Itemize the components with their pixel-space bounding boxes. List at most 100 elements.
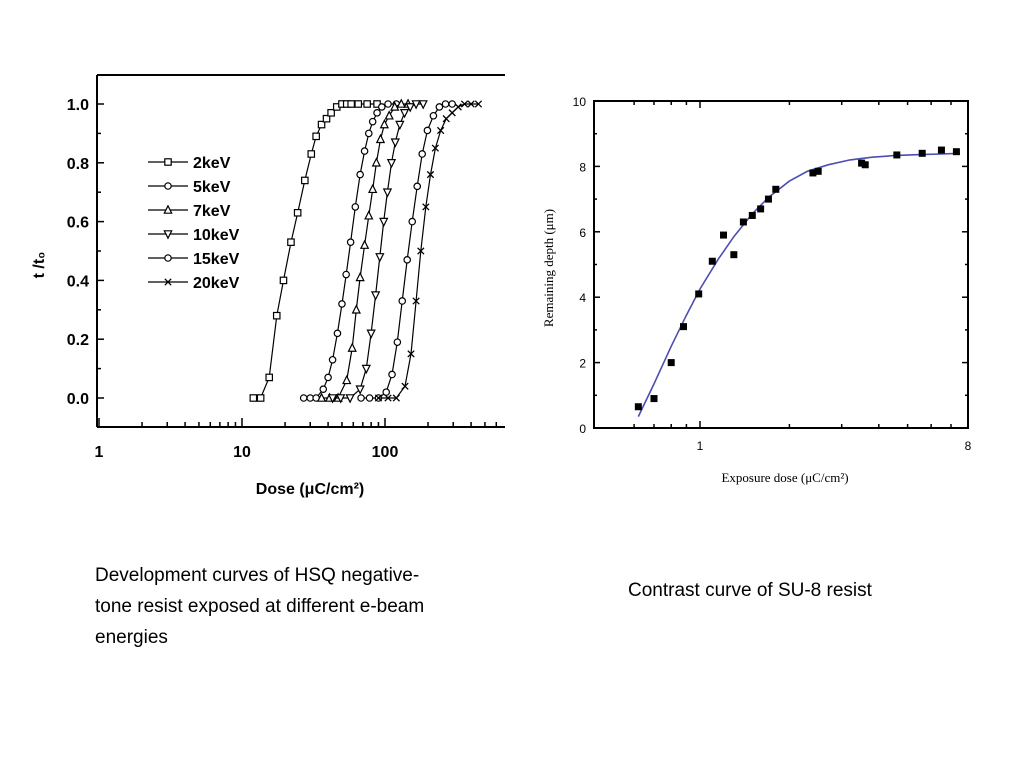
- left-y-tick-label: 1.0: [67, 97, 89, 114]
- data-point-20keV: [401, 382, 409, 390]
- data-point-10keV: [336, 394, 346, 404]
- series-2keV: [249, 100, 381, 402]
- data-point: [708, 257, 716, 265]
- data-point-15keV: [357, 394, 365, 402]
- right-plot-frame: [593, 100, 969, 429]
- data-point-7keV: [396, 98, 406, 108]
- data-point-5keV: [356, 170, 364, 179]
- right-y-tick-label: 10: [573, 95, 587, 109]
- right-y-axis-title: Remaining depth (μm): [541, 209, 556, 327]
- legend-entry-20keV: 20keV: [148, 275, 240, 292]
- data-point-7keV: [364, 210, 374, 220]
- legend-entry-15keV: 15keV: [148, 251, 240, 268]
- data-point: [680, 323, 688, 331]
- data-point-2keV: [347, 100, 355, 108]
- data-point-7keV: [342, 374, 352, 385]
- left-x-tick-label: 1: [95, 444, 104, 461]
- data-point-7keV: [355, 271, 365, 282]
- legend-marker-10keV: [163, 230, 173, 240]
- data-point: [695, 290, 703, 298]
- legend-marker-5keV: [164, 182, 172, 190]
- series-10keV: [327, 100, 428, 404]
- data-point-20keV: [422, 203, 430, 211]
- legend-label-2keV: 2keV: [193, 155, 231, 172]
- data-point: [893, 151, 901, 159]
- data-point-10keV: [390, 138, 400, 148]
- data-point: [772, 185, 780, 193]
- data-point-20keV: [474, 100, 483, 108]
- data-point-10keV: [418, 100, 428, 110]
- legend-marker-15keV: [164, 254, 172, 262]
- data-point-7keV: [368, 183, 378, 194]
- legend-entry-2keV: 2keV: [148, 155, 231, 172]
- legend-marker-7keV: [163, 204, 173, 214]
- data-point-20keV: [442, 115, 450, 123]
- data-point-20keV: [374, 394, 383, 402]
- right-y-tick-label: 4: [579, 291, 586, 305]
- left-x-tick-label: 10: [233, 444, 251, 461]
- data-point-10keV: [375, 253, 385, 263]
- data-point-5keV: [373, 109, 381, 117]
- data-point: [720, 231, 728, 239]
- data-point: [858, 159, 866, 167]
- data-point: [764, 195, 772, 203]
- data-point-10keV: [366, 329, 376, 339]
- data-point-20keV: [412, 297, 420, 305]
- right-y-tick-label: 6: [579, 226, 586, 240]
- data-point-15keV: [418, 150, 426, 158]
- data-point-15keV: [429, 111, 438, 120]
- data-point-5keV: [346, 238, 355, 246]
- data-point-20keV: [467, 100, 475, 108]
- data-point-7keV: [359, 239, 370, 249]
- data-point-7keV: [375, 133, 386, 144]
- legend-label-20keV: 20keV: [193, 275, 240, 292]
- legend-label-7keV: 7keV: [193, 203, 231, 220]
- left-y-axis-title: t /t₀: [31, 252, 48, 279]
- data-point: [861, 161, 869, 169]
- right-x-tick-label: 1: [697, 439, 704, 453]
- right-x-tick-label: 8: [965, 439, 972, 453]
- legend-entry-5keV: 5keV: [148, 179, 231, 196]
- data-point-15keV: [413, 182, 422, 191]
- right-y-tick-label: 8: [579, 160, 586, 174]
- data-point-5keV: [351, 203, 360, 211]
- legend-label-10keV: 10keV: [193, 227, 240, 244]
- data-point-15keV: [388, 370, 396, 379]
- data-point-2keV: [363, 100, 371, 108]
- data-point-10keV: [399, 109, 410, 119]
- left-y-tick-label: 0.4: [67, 273, 89, 290]
- data-point-15keV: [398, 297, 407, 305]
- data-point-10keV: [370, 291, 381, 301]
- data-point-2keV: [307, 150, 316, 158]
- data-point-20keV: [448, 109, 456, 117]
- data-point: [757, 205, 765, 213]
- series-20keV: [374, 100, 483, 402]
- left-y-tick-label: 0.8: [67, 156, 89, 173]
- data-point-2keV: [312, 132, 320, 141]
- left-y-tick-label: 0.0: [67, 391, 89, 408]
- data-point-10keV: [379, 217, 389, 228]
- data-point-2keV: [287, 238, 295, 246]
- data-point-10keV: [327, 394, 338, 404]
- data-point-15keV: [403, 256, 412, 264]
- legend-label-5keV: 5keV: [193, 179, 231, 196]
- data-point-5keV: [324, 373, 332, 382]
- data-point: [730, 251, 738, 259]
- data-point-2keV: [265, 373, 274, 382]
- data-point: [809, 169, 817, 177]
- fit-curve: [637, 152, 960, 417]
- data-point-7keV: [347, 342, 357, 352]
- data-point-7keV: [316, 392, 327, 402]
- data-point-15keV: [365, 394, 374, 402]
- data-point-10keV: [405, 103, 415, 113]
- data-point-15keV: [423, 126, 432, 135]
- data-point-10keV: [345, 394, 355, 404]
- caption-hsq-development: Development curves of HSQ negative-tone …: [95, 565, 425, 648]
- data-point-5keV: [360, 147, 369, 155]
- data-point-2keV: [272, 311, 281, 320]
- data-point: [650, 395, 658, 403]
- data-point-15keV: [435, 103, 444, 111]
- data-point-5keV: [378, 103, 386, 111]
- data-point-7keV: [390, 101, 400, 111]
